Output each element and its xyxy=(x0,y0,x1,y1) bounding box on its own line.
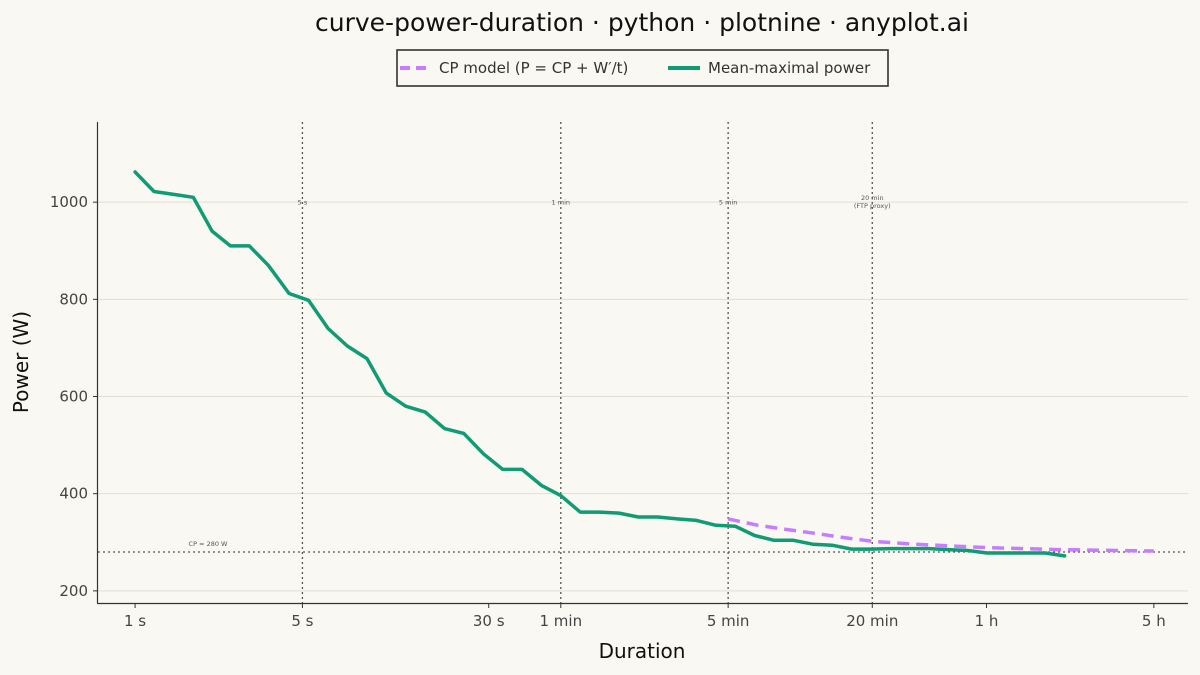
x-tick-label: 1 h xyxy=(975,612,999,630)
ref-line-label: 5 min xyxy=(719,199,737,207)
y-tick-label: 800 xyxy=(59,290,88,308)
x-tick-label: 5 s xyxy=(291,612,313,630)
ref-line-label-secondary: (FTP proxy) xyxy=(854,202,891,210)
legend: CP model (P = CP + W′/t) Mean-maximal po… xyxy=(396,49,889,87)
reference-lines: 5 s 1 min 5 min 20 min(FTP proxy) CP = 280 W xyxy=(98,122,1188,603)
chart-title: curve-power-duration · python · plotnine… xyxy=(315,8,969,37)
x-tick-label: 20 min xyxy=(846,612,898,630)
x-tick-label: 5 min xyxy=(707,612,750,630)
series-cp-model xyxy=(727,517,1154,553)
ref-line-label: 5 s xyxy=(298,199,308,207)
x-tick-labels: 1 s 5 s 30 s 1 min 5 min 20 min 1 h 5 h xyxy=(124,603,1166,630)
legend-label-cp-model: CP model (P = CP + W′/t) xyxy=(439,59,628,77)
y-tick-labels: 200 400 600 800 1000 xyxy=(50,193,98,600)
y-tick-label: 1000 xyxy=(50,193,88,211)
x-tick-label: 1 min xyxy=(539,612,582,630)
x-tick-label: 1 s xyxy=(124,612,146,630)
ref-line-label: 1 min xyxy=(552,199,570,207)
y-tick-label: 400 xyxy=(59,485,88,503)
ref-line-label: CP = 280 W xyxy=(189,540,229,548)
data-series xyxy=(133,170,1154,558)
y-gridlines xyxy=(98,201,1188,592)
ref-line-label: 20 min xyxy=(861,194,884,202)
series-mean-maximal-power xyxy=(133,170,1067,558)
x-tick-label: 5 h xyxy=(1142,612,1166,630)
legend-box xyxy=(396,49,889,87)
y-tick-label: 600 xyxy=(59,388,88,406)
y-tick-label: 200 xyxy=(59,582,88,600)
y-axis-label: Power (W) xyxy=(9,311,33,413)
x-axis-label: Duration xyxy=(599,639,686,663)
legend-label-mean-maximal-power: Mean-maximal power xyxy=(708,59,871,77)
x-tick-label: 30 s xyxy=(473,612,505,630)
